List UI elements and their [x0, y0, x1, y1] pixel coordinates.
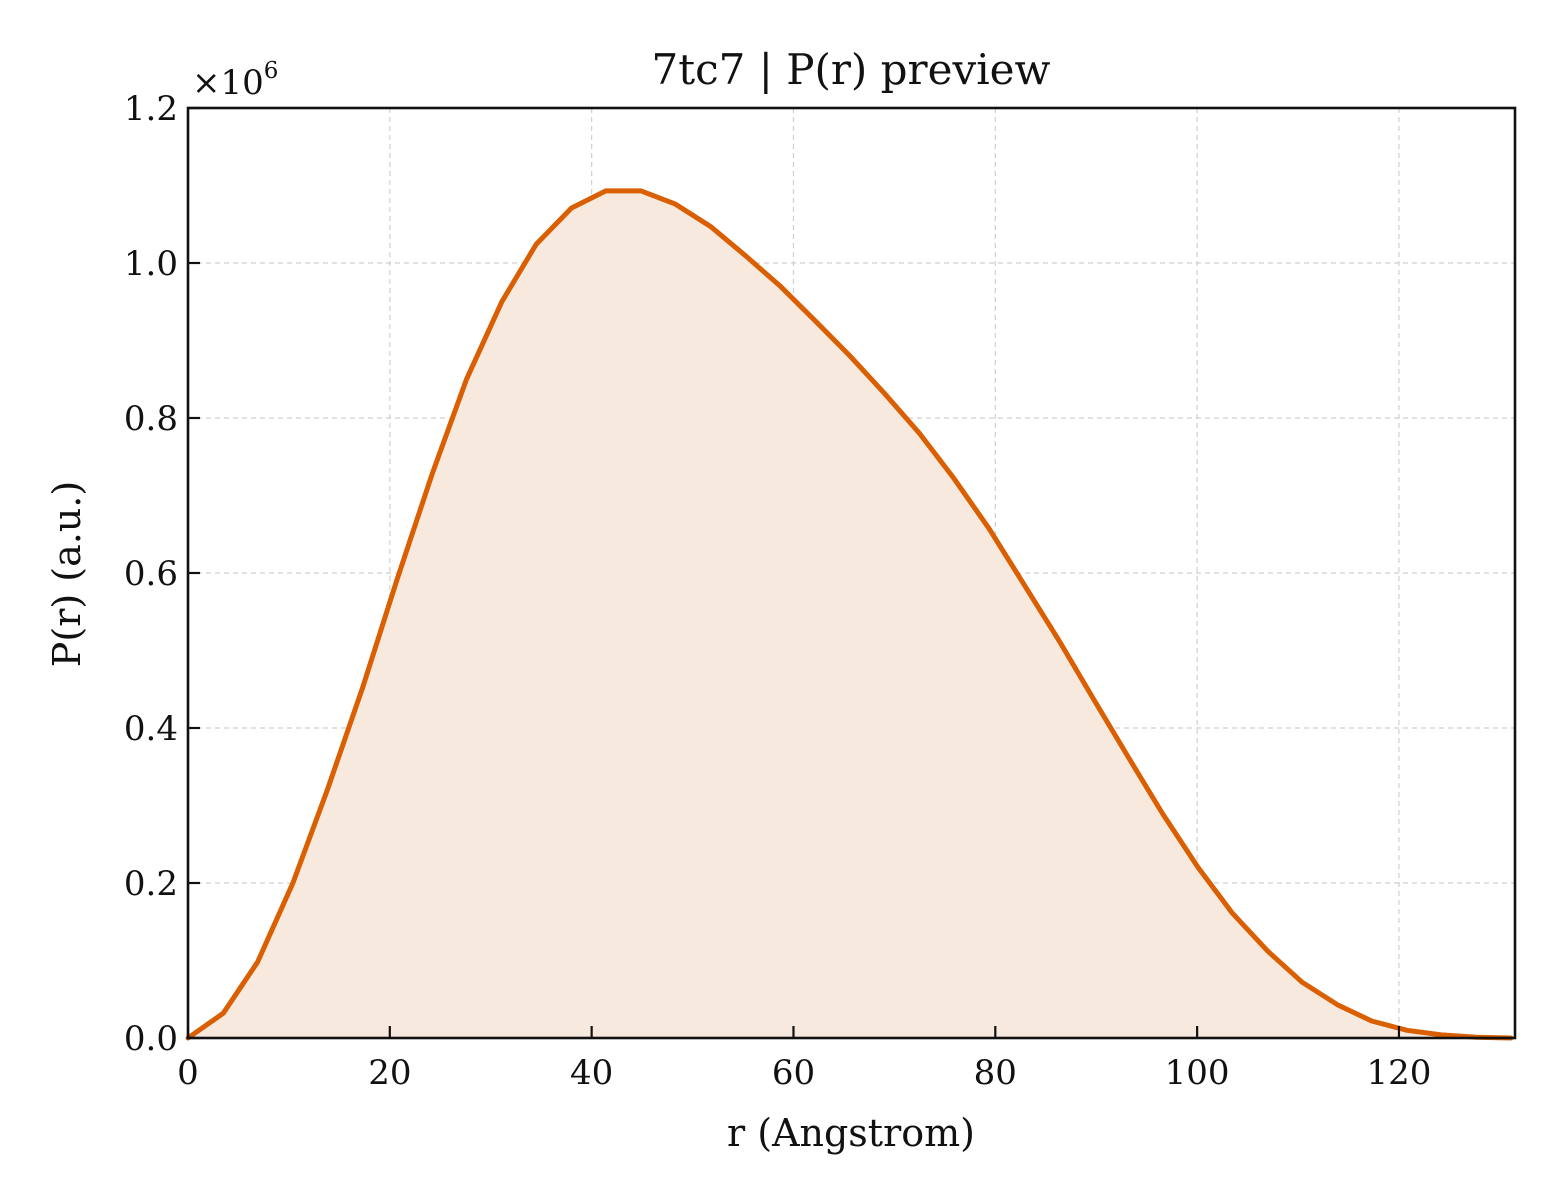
x-tick-label: 20 — [368, 1053, 411, 1093]
plot-frame — [186, 106, 1517, 1040]
y-tick-label: 0.2 — [124, 864, 178, 904]
y-multiplier-exponent: 6 — [264, 58, 279, 84]
y-tick-label: 1.2 — [124, 89, 178, 129]
chart-title: 7tc7 | P(r) preview — [652, 45, 1051, 94]
x-tick-label: 100 — [1165, 1053, 1230, 1093]
x-tick-label: 80 — [974, 1053, 1017, 1093]
y-axis-label: P(r) (a.u.) — [45, 481, 89, 667]
y-multiplier-base: ×10 — [192, 63, 264, 103]
y-tick-label: 1.0 — [124, 244, 178, 284]
y-tick-label: 0.8 — [124, 399, 178, 439]
x-tick-label: 40 — [570, 1053, 613, 1093]
pr-series-line — [185, 188, 1514, 1041]
x-tick-label: 120 — [1366, 1053, 1431, 1093]
x-axis-label: r (Angstrom) — [727, 1111, 975, 1155]
x-tick-label: 60 — [772, 1053, 815, 1093]
x-tick-label: 0 — [177, 1053, 199, 1093]
y-tick-label: 0.6 — [124, 554, 178, 594]
axis-layer: 0 20 40 60 80 100 120 0.0 0.2 0.4 0.6 0.8 1.0 1.2 — [124, 89, 1431, 1093]
pr-area-fill — [188, 190, 1511, 1038]
y-tick-label: 0.0 — [124, 1019, 178, 1059]
y-tick-label: 0.4 — [124, 709, 178, 749]
y-axis-multiplier: ×106 — [192, 58, 278, 103]
